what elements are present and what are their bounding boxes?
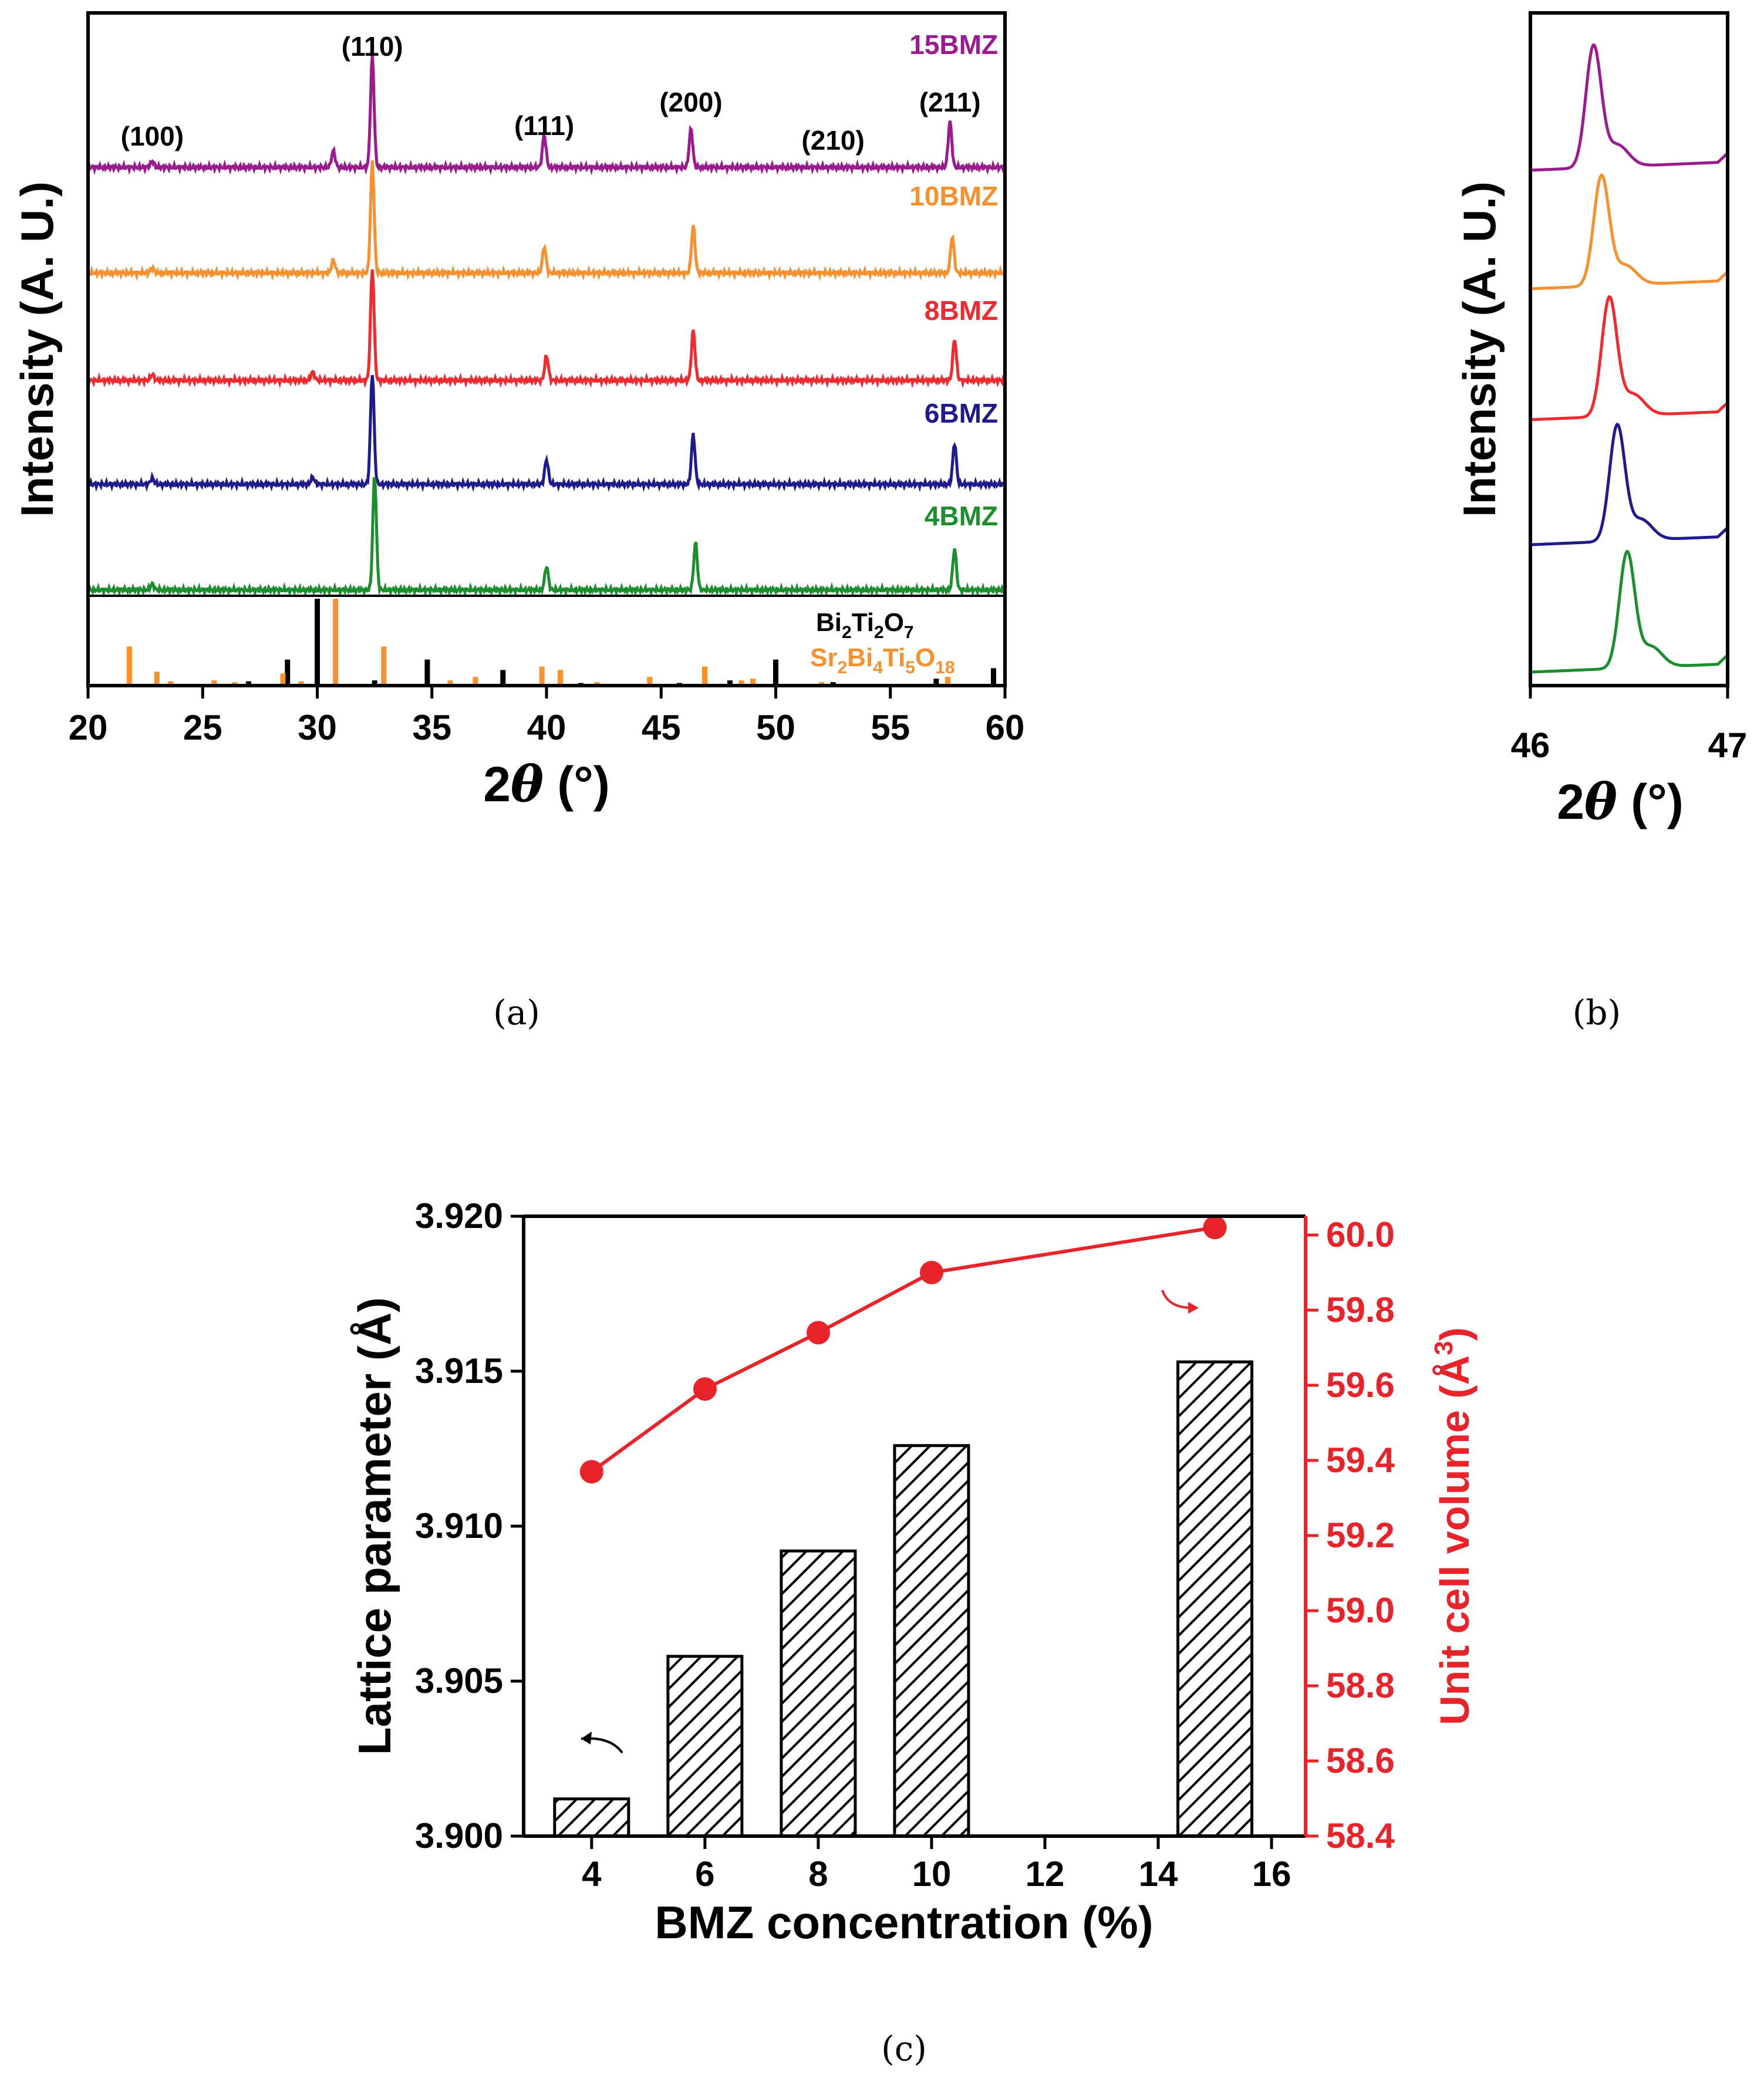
y-axis-label: Intensity (A. U.) [1453, 181, 1505, 517]
volume-line [591, 1226, 1216, 1473]
x-tick-label: 4 [582, 1854, 602, 1894]
y-axis-label: Intensity (A. U.) [11, 181, 63, 517]
y-right-tick-label: 59.2 [1326, 1516, 1395, 1555]
plot-frame [1529, 11, 1729, 687]
panel-a: 20 25 30 35 40 45 50 55 60 (100)(110)(111)(200)(… [11, 11, 1025, 1033]
right-axis-arrow [1161, 1290, 1192, 1309]
x-axis-ticks: 46 47 [1511, 686, 1748, 765]
volume-point-4 [579, 1460, 603, 1484]
x-axis-label: 2θ (°) [1557, 772, 1684, 831]
series-label-15BMZ: 15BMZ [909, 29, 998, 60]
y-left-tick-label: 3.910 [415, 1506, 503, 1546]
peak-label: (111) [514, 110, 574, 141]
x-tick-label: 12 [1026, 1854, 1065, 1894]
series-label-10BMZ: 10BMZ [909, 181, 998, 211]
zoom-line-8BMZ [1530, 295, 1729, 421]
y-right-tick-label: 59.6 [1326, 1365, 1395, 1405]
zoom-line-6BMZ [1530, 422, 1729, 546]
bar-lattice-10 [893, 1444, 970, 1838]
peak-label: (110) [342, 31, 403, 62]
caption-a: (a) [493, 993, 540, 1033]
peak-label: (211) [919, 87, 981, 117]
y-right-tick-label: 59.4 [1326, 1440, 1395, 1480]
y-left-tick-label: 3.900 [415, 1816, 503, 1855]
right-axis-arrow-head [1188, 1302, 1199, 1314]
x-tick-label: 55 [871, 708, 910, 747]
peak-label: (100) [121, 121, 184, 151]
reference-label-sr2bi4ti5o18: Sr2Bi4Ti5O18 [810, 643, 954, 677]
x-tick-label: 45 [642, 708, 681, 747]
xrd-series-group [86, 55, 1007, 598]
x-tick-label: 8 [808, 1854, 828, 1894]
bar-group [553, 1360, 1254, 1838]
reference-label-bi2ti2o7: Bi2Ti2O7 [816, 608, 914, 642]
left-axis-arrow-head [581, 1732, 592, 1745]
x-tick-label: 10 [912, 1854, 952, 1894]
series-line-8BMZ [86, 269, 1007, 389]
zoom-line-10BMZ [1530, 173, 1729, 291]
bar-lattice-8 [780, 1549, 857, 1838]
y-right-tick-label: 59.8 [1326, 1290, 1395, 1330]
axis-ticks: 4 6 8 10 12 14 16 3.900 3.905 3.910 3.915 3.920 58.4… [415, 1196, 1395, 1894]
series-labels: 15BMZ 10BMZ 8BMZ 6BMZ 4BMZ [909, 29, 998, 531]
y-right-tick-label: 58.8 [1326, 1666, 1395, 1705]
volume-point-6 [693, 1377, 717, 1401]
zoom-line-4BMZ [1530, 549, 1729, 674]
volume-point-8 [806, 1321, 830, 1345]
panel-b: 46 47 Intensity (A. U.) 2θ (°) (b) [1453, 11, 1748, 1033]
x-tick-label: 50 [756, 708, 795, 747]
volume-line-group [579, 1216, 1227, 1484]
x-tick-label: 35 [412, 708, 451, 747]
y-axis-right-label: Unit cell volume (Å3) [1429, 1327, 1478, 1725]
y-left-tick-label: 3.915 [415, 1351, 503, 1391]
x-axis-ticks: 20 25 30 35 40 45 50 55 60 [69, 686, 1025, 747]
x-tick-label: 16 [1252, 1854, 1291, 1894]
y-right-tick-label: 58.4 [1326, 1816, 1395, 1855]
y-left-tick-label: 3.905 [415, 1661, 503, 1701]
x-axis-label: 2θ (°) [483, 755, 610, 813]
volume-point-15 [1203, 1216, 1227, 1240]
bar-lattice-15 [1176, 1360, 1254, 1838]
x-tick-label: 40 [527, 708, 566, 747]
x-axis-label: BMZ concentration (%) [655, 1897, 1153, 1948]
x-tick-label: 47 [1708, 726, 1748, 765]
x-tick-label: 60 [986, 708, 1025, 747]
x-tick-label: 30 [298, 708, 337, 747]
zoom-series-group [1530, 43, 1729, 674]
y-right-tick-label: 58.6 [1326, 1741, 1395, 1780]
series-line-4BMZ [86, 477, 1007, 598]
x-tick-label: 46 [1511, 726, 1550, 765]
volume-point-10 [919, 1261, 943, 1284]
series-line-6BMZ [87, 374, 1007, 492]
series-line-10BMZ [87, 160, 1006, 281]
peak-label: (210) [801, 125, 864, 156]
peak-label: (200) [659, 87, 722, 117]
caption-b: (b) [1573, 993, 1621, 1033]
bar-lattice-4 [553, 1797, 630, 1838]
series-line-15BMZ [86, 55, 1006, 176]
series-label-4BMZ: 4BMZ [925, 501, 998, 531]
bar-lattice-6 [666, 1655, 744, 1838]
y-right-tick-label: 60.0 [1326, 1215, 1395, 1254]
series-label-6BMZ: 6BMZ [925, 398, 998, 429]
x-tick-label: 6 [695, 1854, 714, 1894]
x-tick-label: 20 [69, 708, 108, 747]
caption-c: (c) [881, 2029, 927, 2069]
zoom-line-15BMZ [1530, 43, 1729, 172]
y-axis-left-label: Lattice parameter (Å) [349, 1297, 400, 1755]
panel-c: 4 6 8 10 12 14 16 3.900 3.905 3.910 3.915 3.920 58.4… [349, 1196, 1478, 2069]
y-right-tick-label: 59.0 [1326, 1591, 1395, 1630]
series-label-8BMZ: 8BMZ [925, 295, 998, 326]
y-left-tick-label: 3.920 [415, 1196, 503, 1236]
x-tick-label: 14 [1139, 1854, 1178, 1894]
x-tick-label: 25 [183, 708, 222, 747]
peak-labels: (100) (110) (111) (200) (210) (211) [121, 31, 981, 156]
